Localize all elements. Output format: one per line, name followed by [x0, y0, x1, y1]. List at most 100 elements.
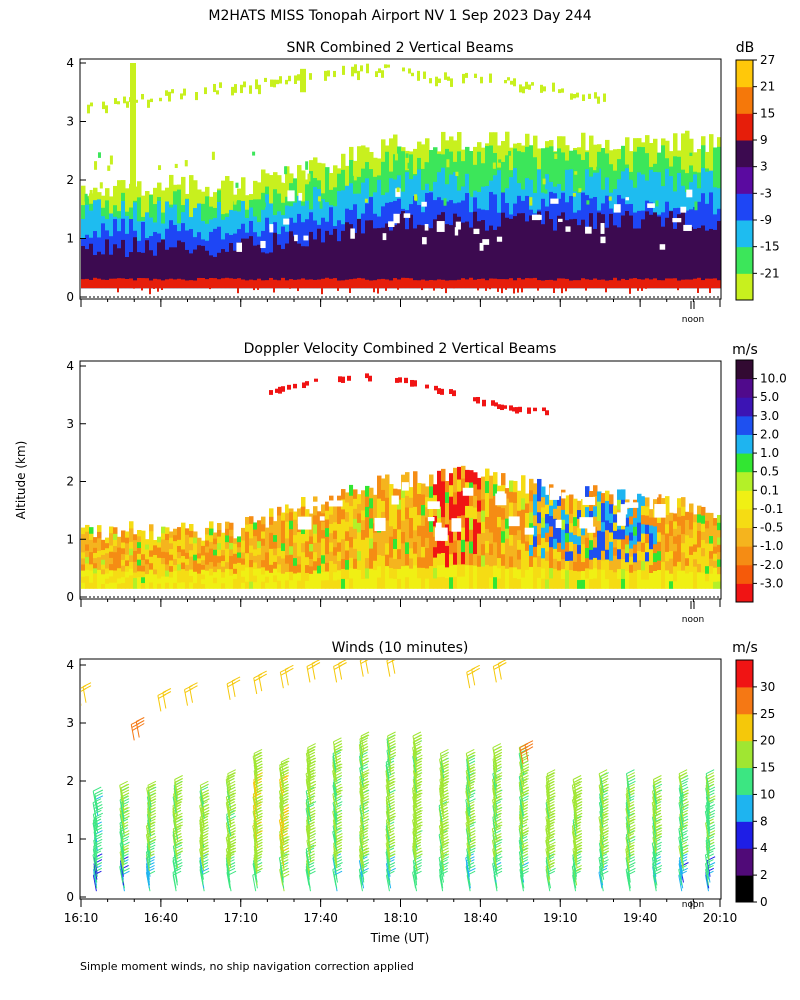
wind-barb-staff: [519, 875, 524, 892]
velocity-cell: [221, 566, 226, 573]
velocity-elevated-cell: [503, 405, 507, 409]
velocity-elevated-cell: [545, 410, 549, 416]
velocity-cell: [545, 504, 550, 515]
velocity-cell: [329, 579, 334, 589]
velocity-cell: [605, 578, 610, 589]
velocity-cell: [517, 529, 522, 541]
velocity-cell: [257, 561, 262, 569]
velocity-cell: [133, 582, 138, 589]
wind-barb-staff: [93, 837, 98, 854]
velocity-cell: [457, 527, 462, 541]
velocity-cell: [709, 580, 714, 589]
velocity-cell: [417, 577, 422, 589]
velocity-cell: [209, 581, 214, 589]
velocity-cell: [573, 516, 578, 527]
snr-cell: [413, 280, 418, 289]
snr-cell: [325, 230, 330, 281]
wind-barb-flag: [279, 833, 288, 839]
velocity-cell: [473, 530, 478, 543]
velocity-cell: [353, 568, 358, 579]
velocity-cell: [345, 540, 350, 551]
velocity-cell: [445, 502, 450, 514]
velocity-cell: [473, 565, 478, 578]
wind-barb-flag: [493, 870, 503, 876]
snr-cell: [565, 220, 570, 281]
velocity-cell: [657, 560, 662, 571]
snr-elevated-cell: [264, 77, 267, 83]
velocity-cell: [645, 533, 650, 544]
velocity-cell: [681, 524, 686, 535]
snr-elevated-cell: [489, 73, 492, 83]
velocity-cell: [281, 573, 286, 582]
velocity-cell: [97, 556, 102, 564]
velocity-cell: [573, 579, 578, 589]
velocity-cell: [689, 528, 694, 538]
velocity-cell: [537, 566, 542, 578]
wind-barb-flag: [438, 801, 448, 807]
snr-cell: [605, 280, 610, 289]
velocity-cell: [573, 534, 578, 545]
velocity-cell: [605, 529, 610, 540]
velocity-cell: [469, 552, 474, 566]
velocity-cell: [297, 547, 302, 557]
velocity-cell: [405, 530, 410, 543]
wind-barb-flag: [440, 812, 449, 818]
wind-barb-staff: [465, 828, 470, 845]
snr-cell: [477, 279, 482, 289]
wind-barb-flag: [121, 786, 130, 792]
snr-elevated-cell: [504, 79, 507, 84]
snr-speck: [578, 188, 582, 193]
velocity-cell: [245, 552, 250, 561]
velocity-cell: [569, 569, 574, 580]
velocity-cell: [229, 542, 234, 550]
velocity-cell: [673, 543, 678, 552]
velocity-cell: [205, 576, 210, 583]
velocity-cell: [677, 543, 682, 553]
snr-cell: [389, 230, 394, 281]
snr-cell: [677, 284, 679, 291]
velocity-cell: [285, 512, 290, 522]
velocity-cell: [433, 505, 438, 516]
velocity-cell: [353, 498, 358, 509]
wind-barb-staff: [466, 776, 470, 793]
velocity-gap: [280, 494, 289, 505]
velocity-cell: [309, 565, 314, 574]
snr-cell: [589, 279, 594, 289]
velocity-cell: [585, 486, 590, 497]
velocity-cell: [193, 576, 198, 584]
velocity-cell: [437, 482, 442, 495]
velocity-cell: [245, 524, 250, 532]
velocity-cell: [161, 538, 166, 546]
snr-cell: [317, 228, 322, 281]
velocity-cell: [709, 565, 714, 574]
wind-barb-flag: [175, 778, 183, 783]
velocity-cell: [705, 512, 710, 521]
snr-cell: [561, 287, 563, 294]
snr-elevated-cell: [558, 89, 561, 94]
velocity-cell: [149, 562, 154, 570]
wind-barb-flag: [466, 748, 475, 754]
velocity-cell: [401, 531, 406, 544]
velocity-cell: [81, 551, 86, 559]
velocity-cell: [281, 542, 286, 551]
wind-barb-staff: [119, 814, 124, 831]
velocity-cell: [329, 560, 334, 571]
velocity-cell: [229, 555, 234, 563]
wind-barb-staff: [359, 753, 364, 770]
wind-barb-staff: [518, 776, 523, 793]
velocity-cell: [305, 509, 310, 518]
wind-barb-flag: [359, 847, 368, 853]
velocity-cell: [665, 551, 670, 562]
velocity-cell: [109, 582, 114, 589]
velocity-cell: [413, 553, 418, 566]
wind-barb-staff: [145, 857, 150, 874]
velocity-cell: [217, 568, 222, 576]
velocity-cell: [153, 583, 158, 589]
velocity-cell: [145, 544, 150, 550]
velocity-cell: [125, 542, 130, 550]
snr-cell: [257, 244, 262, 281]
velocity-cell: [629, 556, 634, 565]
velocity-cell: [517, 539, 522, 550]
velocity-cell: [249, 573, 254, 582]
wind-barb-flag: [333, 740, 342, 746]
